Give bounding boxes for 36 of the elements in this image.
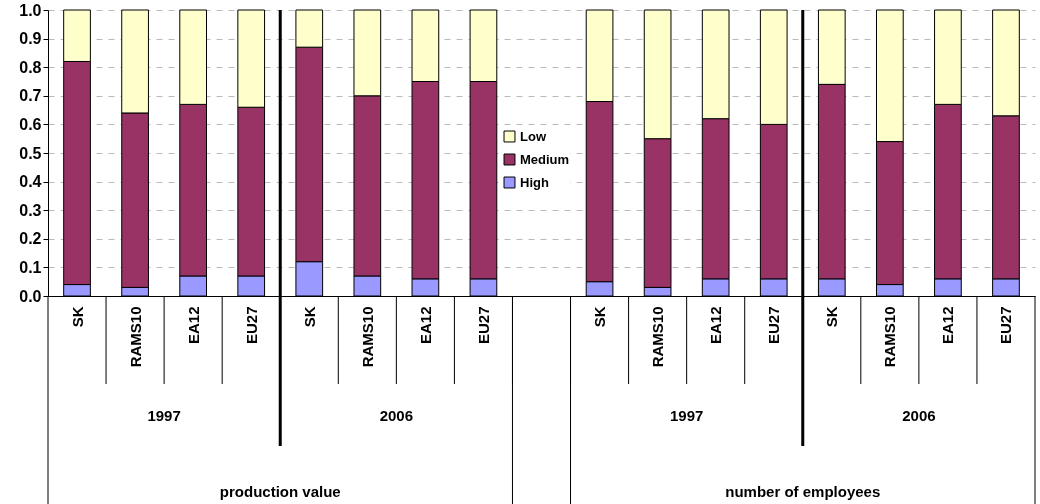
text: production value <box>219 483 341 500</box>
x-tick-label: EU27 <box>474 306 492 345</box>
y-tick-label: 0.8 <box>19 58 42 76</box>
y-tick-label: 0.6 <box>19 115 42 133</box>
text: number of employees <box>725 483 881 500</box>
x-tick-label: EU27 <box>242 306 260 345</box>
y-tick-label: 0.1 <box>19 258 42 276</box>
y-tick-label: 0.5 <box>19 144 42 162</box>
x-tick-label: SK <box>68 306 86 328</box>
x-tick-label: EA12 <box>184 306 202 345</box>
y-tick-label: 0.3 <box>19 201 42 219</box>
x-tick-label: EA12 <box>939 306 957 345</box>
text: 2006 <box>902 407 936 424</box>
x-tick-label: EU27 <box>997 306 1015 345</box>
legend-label: Low <box>520 128 547 144</box>
x-tick-label: SK <box>300 306 318 328</box>
x-tick-label: SK <box>591 306 609 328</box>
x-tick-label: RAMS10 <box>649 306 667 368</box>
legend-label: Medium <box>520 151 570 167</box>
x-tick-label: SK <box>823 306 841 328</box>
y-tick-label: 1.0 <box>19 1 42 19</box>
text: 1997 <box>669 407 704 424</box>
text: 1997 <box>147 407 181 424</box>
y-tick-label: 0.7 <box>19 87 42 105</box>
y-tick-label: 0.2 <box>19 230 42 248</box>
x-tick-label: RAMS10 <box>358 306 376 368</box>
x-tick-label: EA12 <box>707 306 725 345</box>
x-tick-label: EA12 <box>416 306 434 345</box>
x-tick-label: EU27 <box>765 306 783 345</box>
legend-label: High <box>520 174 549 190</box>
y-tick-label: 0.9 <box>19 30 42 48</box>
x-tick-label: RAMS10 <box>126 306 144 368</box>
x-tick-label: RAMS10 <box>881 306 899 368</box>
y-tick-label: 0.4 <box>19 173 42 191</box>
text: 2006 <box>379 407 414 424</box>
y-tick-label: 0.0 <box>19 287 42 305</box>
